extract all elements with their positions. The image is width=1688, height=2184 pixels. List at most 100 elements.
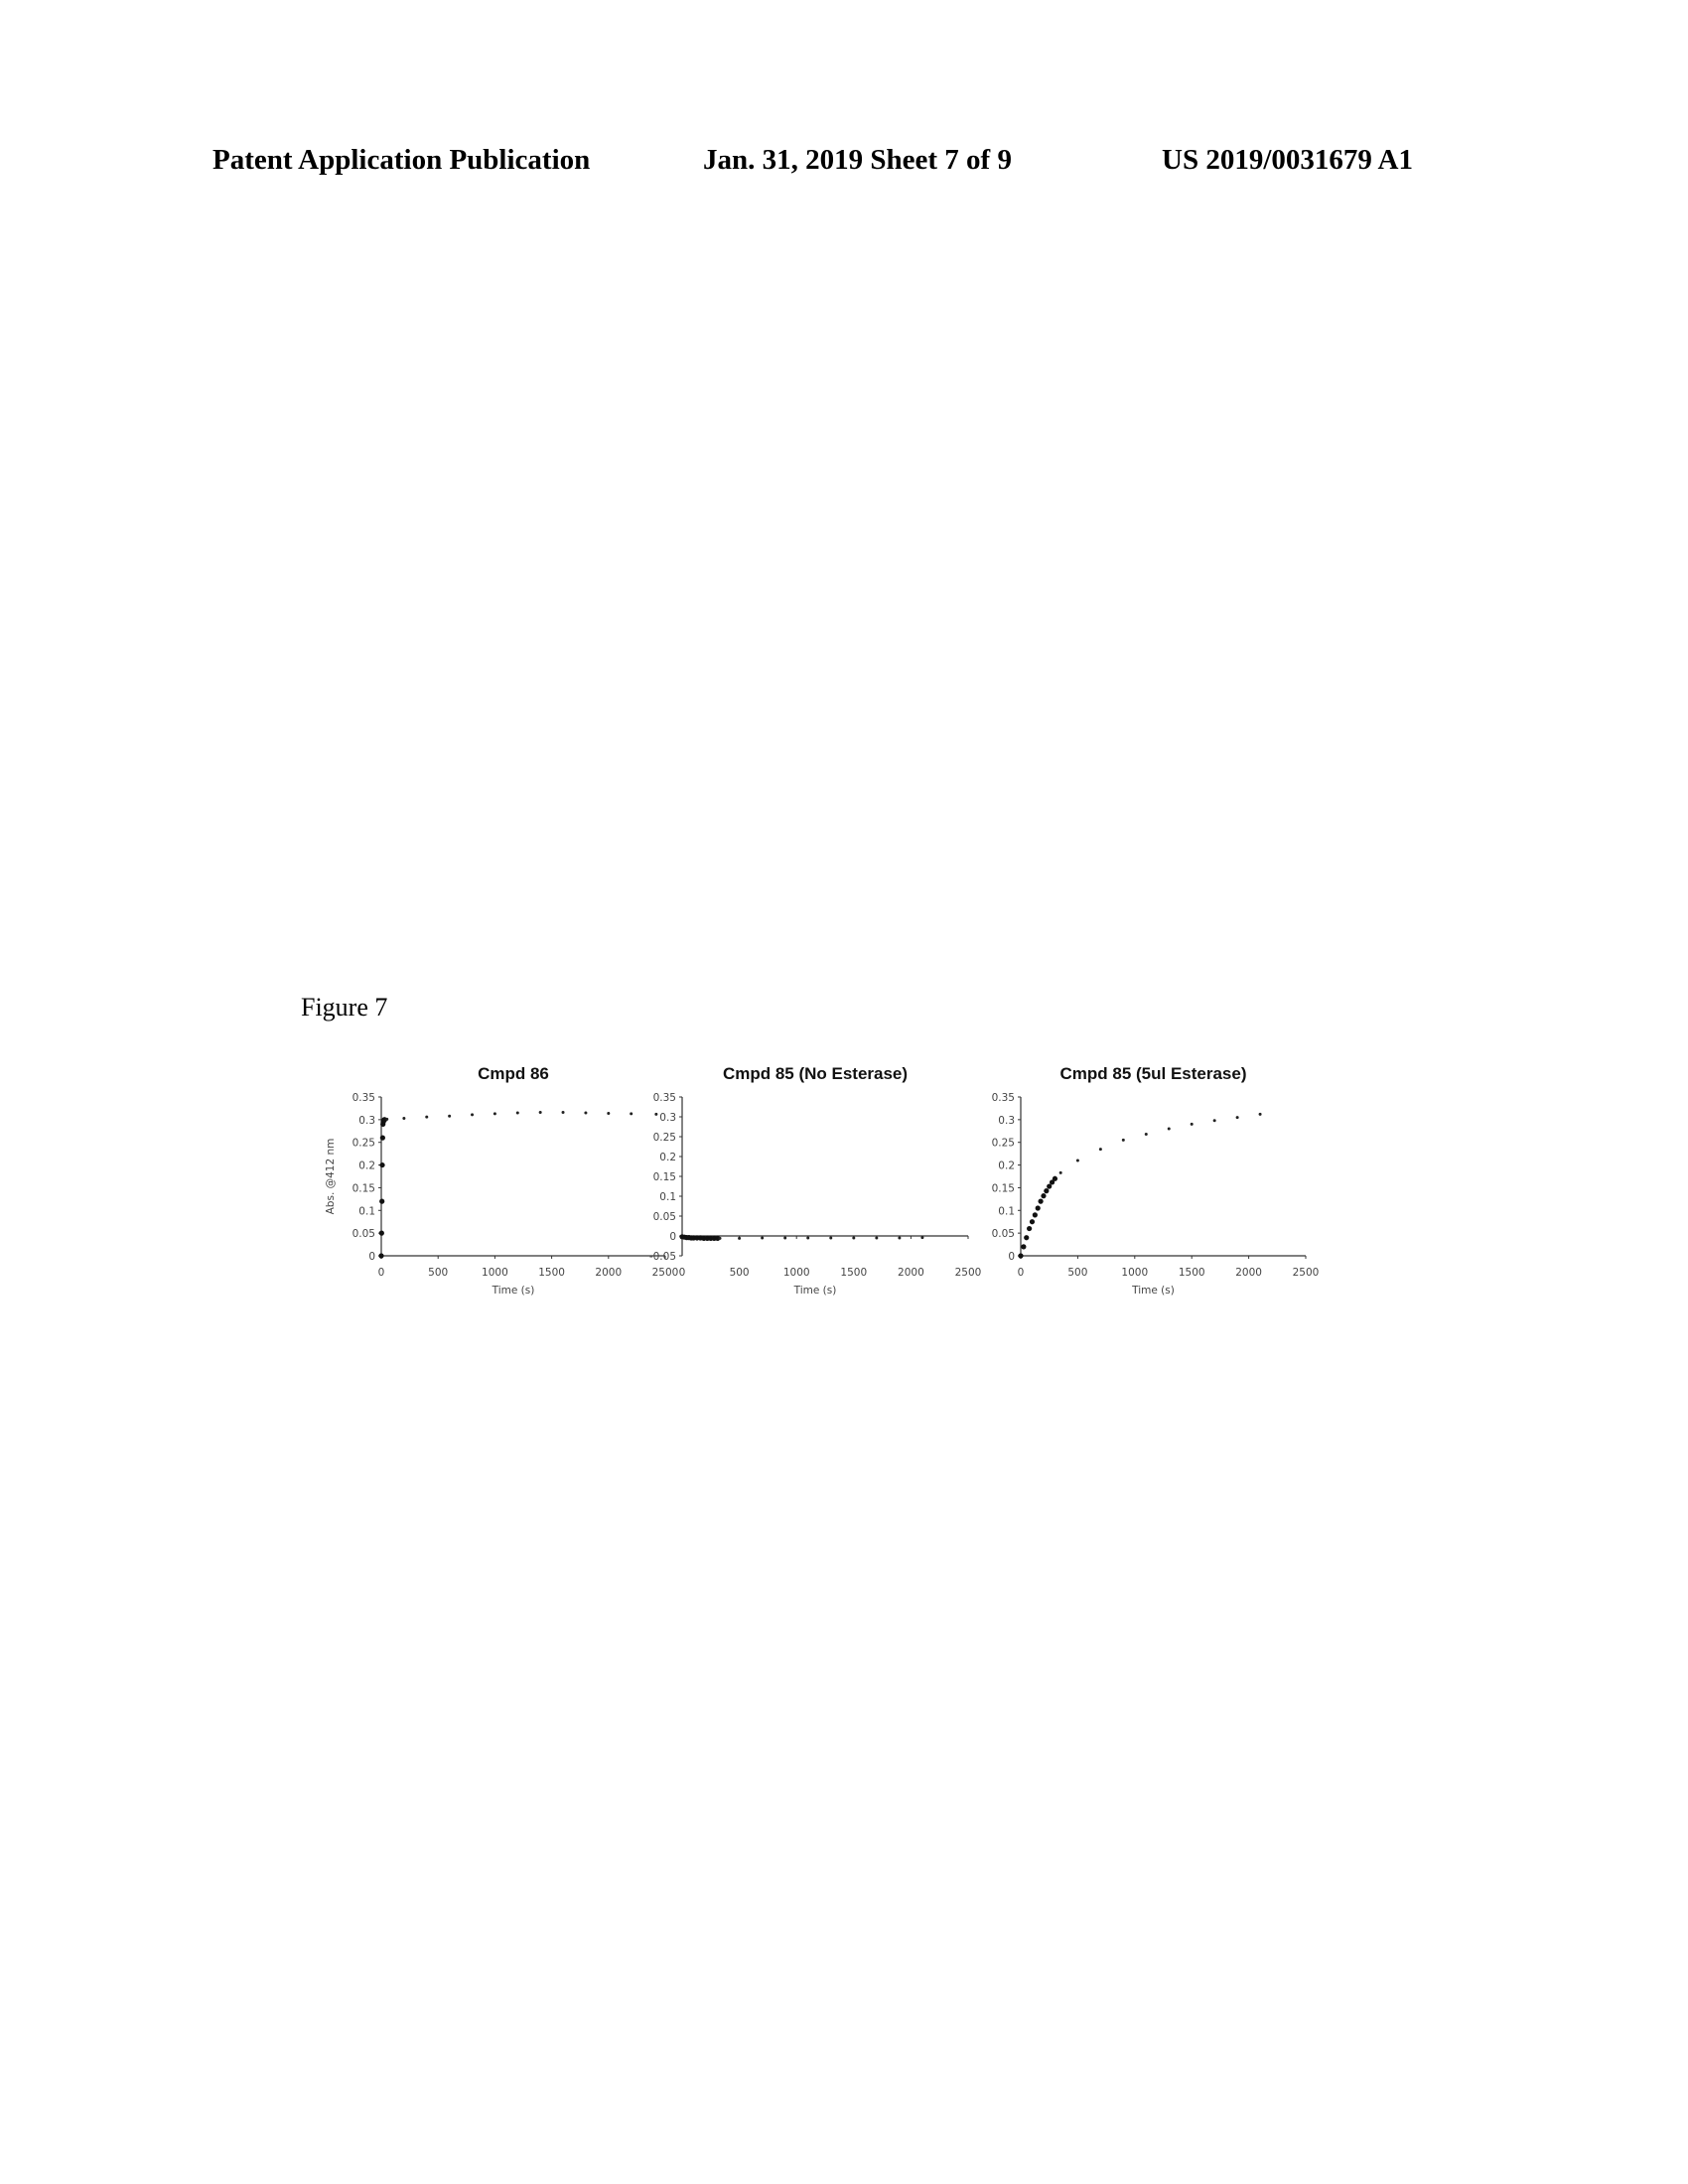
data-point	[1191, 1123, 1194, 1126]
data-point	[806, 1237, 809, 1240]
y-tick-label: 0.05	[352, 1228, 375, 1240]
y-tick-label: 0.3	[358, 1115, 375, 1127]
data-point	[379, 1162, 384, 1167]
data-point	[607, 1112, 610, 1115]
y-tick-label: 0.2	[659, 1152, 676, 1163]
chart-title: Cmpd 85 (No Esterase)	[723, 1064, 908, 1083]
x-axis-label: Time (s)	[1131, 1285, 1175, 1297]
data-point	[761, 1237, 764, 1240]
data-point	[875, 1237, 878, 1240]
data-point	[1122, 1139, 1125, 1142]
data-point	[1059, 1171, 1062, 1174]
data-point	[1236, 1116, 1239, 1119]
data-point	[448, 1115, 451, 1118]
data-point	[516, 1112, 519, 1115]
data-point	[584, 1112, 587, 1115]
x-tick-label: 1500	[538, 1267, 565, 1279]
data-point	[1041, 1193, 1046, 1198]
chart-cmpd-86: Cmpd 86 0 0.05 0.1 0.15 0.2 0.25 0.3 0.35 0 500 100…	[298, 1052, 635, 1330]
data-point	[378, 1253, 383, 1258]
y-tick-label: 0.35	[992, 1092, 1015, 1104]
x-tick-label: 1500	[1179, 1267, 1205, 1279]
data-point	[1027, 1226, 1032, 1231]
x-tick-label: 2000	[1235, 1267, 1262, 1279]
chart-title: Cmpd 85 (5ul Esterase)	[1059, 1064, 1246, 1083]
y-tick-label: 0.05	[992, 1228, 1015, 1240]
y-tick-label: 0.25	[352, 1138, 375, 1150]
chart-cmpd-85-no-esterase: Cmpd 85 (No Esterase)-0.0500.050.10.150.…	[640, 1052, 978, 1330]
x-tick-label: 500	[730, 1267, 750, 1279]
page-header: Patent Application Publication Jan. 31, …	[0, 144, 1688, 184]
y-tick-label: 0	[368, 1251, 375, 1263]
data-point	[385, 1118, 388, 1121]
data-point	[630, 1112, 633, 1115]
data-point	[493, 1112, 496, 1115]
figure-label: Figure 7	[301, 993, 387, 1023]
data-point	[1145, 1133, 1148, 1136]
x-tick-label: 1000	[1121, 1267, 1148, 1279]
y-tick-label: 0.1	[358, 1205, 375, 1217]
y-tick-label: 0.15	[992, 1182, 1015, 1194]
y-tick-label: 0.2	[358, 1160, 375, 1172]
data-point	[829, 1237, 832, 1240]
publication-date-sheet: Jan. 31, 2019 Sheet 7 of 9	[703, 144, 1012, 177]
x-tick-label: 0	[679, 1267, 686, 1279]
data-point	[1099, 1148, 1102, 1151]
data-point	[1021, 1244, 1026, 1249]
data-point	[1053, 1176, 1057, 1181]
x-tick-label: 1000	[482, 1267, 508, 1279]
data-point	[738, 1237, 741, 1240]
data-point	[852, 1237, 855, 1240]
data-point	[1033, 1212, 1038, 1217]
x-tick-label: 0	[1018, 1267, 1025, 1279]
y-tick-label: 0.1	[998, 1205, 1015, 1217]
data-point	[1036, 1205, 1041, 1210]
data-point	[1213, 1119, 1216, 1122]
x-tick-label: 2500	[1293, 1267, 1320, 1279]
publication-type: Patent Application Publication	[212, 144, 590, 177]
data-point	[379, 1231, 384, 1236]
data-point	[425, 1116, 428, 1119]
x-tick-label: 2500	[955, 1267, 982, 1279]
x-tick-label: 500	[1067, 1267, 1087, 1279]
y-tick-label: 0.15	[352, 1182, 375, 1194]
data-point	[379, 1199, 384, 1204]
publication-number: US 2019/0031679 A1	[1162, 144, 1413, 177]
y-tick-label: -0.05	[649, 1251, 676, 1263]
y-tick-label: 0.3	[998, 1115, 1015, 1127]
y-tick-label: 0.1	[659, 1191, 676, 1203]
x-tick-label: 500	[428, 1267, 448, 1279]
y-tick-label: 0.25	[653, 1132, 676, 1144]
x-tick-label: 0	[378, 1267, 385, 1279]
y-tick-label: 0.15	[653, 1171, 676, 1183]
data-point	[562, 1111, 565, 1114]
data-point	[539, 1111, 542, 1114]
figure-charts: Cmpd 86 0 0.05 0.1 0.15 0.2 0.25 0.3 0.35 0 500 100…	[298, 1052, 1410, 1330]
data-point	[380, 1136, 385, 1141]
data-point	[1030, 1219, 1035, 1224]
y-tick-label: 0.2	[998, 1160, 1015, 1172]
data-point	[1076, 1160, 1079, 1162]
y-tick-label: 0.3	[659, 1112, 676, 1124]
y-tick-label: 0.05	[653, 1211, 676, 1223]
data-point	[402, 1117, 405, 1120]
x-tick-label: 2000	[898, 1267, 924, 1279]
x-tick-label: 2000	[595, 1267, 622, 1279]
chart-title: Cmpd 86	[478, 1064, 549, 1083]
x-axis-label: Time (s)	[793, 1285, 837, 1297]
data-point	[1044, 1188, 1049, 1193]
y-tick-label: 0	[1008, 1251, 1015, 1263]
data-point	[783, 1237, 786, 1240]
x-tick-label: 1000	[783, 1267, 810, 1279]
y-tick-label: 0.35	[352, 1092, 375, 1104]
x-axis-label: Time (s)	[492, 1285, 535, 1297]
data-point	[1038, 1199, 1043, 1204]
y-tick-label: 0	[669, 1231, 676, 1243]
data-point	[1259, 1113, 1262, 1116]
data-point	[719, 1237, 722, 1240]
x-tick-label: 1500	[840, 1267, 867, 1279]
data-point	[1018, 1253, 1023, 1258]
data-point	[471, 1113, 474, 1116]
y-axis-label: Abs. @412 nm	[325, 1139, 337, 1215]
data-point	[1168, 1128, 1171, 1131]
